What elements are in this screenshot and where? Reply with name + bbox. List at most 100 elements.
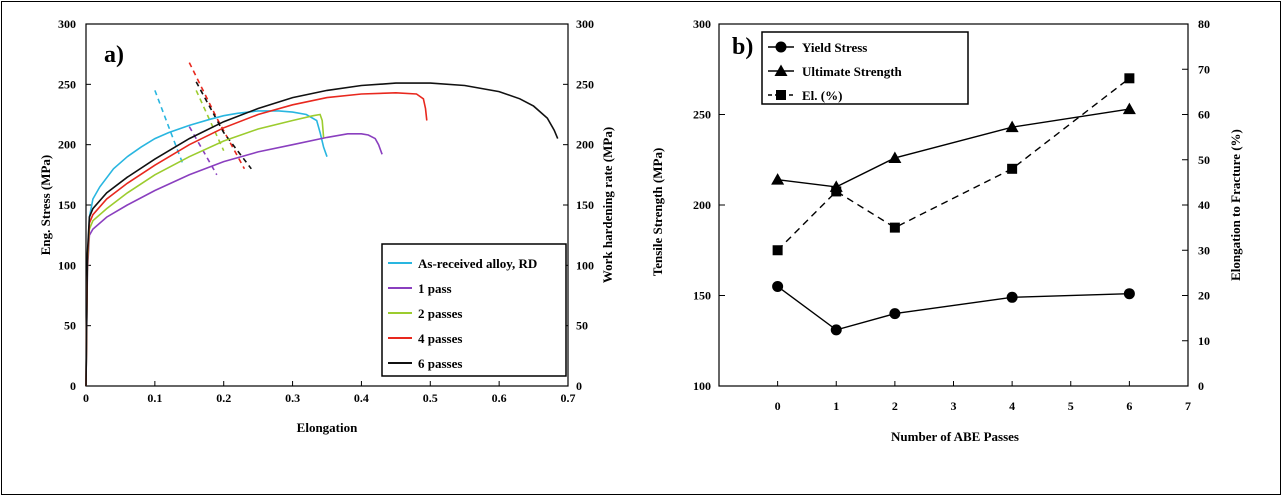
panel-a-curve-4-passes	[85, 91, 428, 387]
panel-b-y2-tick-label: 60	[1198, 108, 1210, 122]
panel-b-point-yield-stress	[830, 324, 842, 336]
panel-b-x-tick-label: 5	[1068, 399, 1074, 413]
panel-b-legend-box	[761, 31, 969, 105]
panel-a-y2-tick-label: 150	[576, 198, 594, 212]
panel-b-x-ticks: 0 1 2 3 4 5 6 7	[775, 381, 1191, 413]
panel-a-y2-tick-label: 100	[576, 258, 594, 272]
panel-a-y2-tick-label: 300	[576, 17, 594, 31]
panel-a-curve-1-pass	[85, 133, 383, 387]
panel-a-legend-label-2-passes: 2 passes	[418, 306, 462, 321]
panel-b-x-tick-label: 6	[1126, 399, 1132, 413]
panel-b-x-tick-label: 7	[1185, 399, 1191, 413]
panel-a-x-axis-label: Elongation	[297, 420, 358, 435]
panel-b-point-ultimate-strength	[1122, 102, 1136, 115]
panel-a-legend: As-received alloy, RD 1 pass 2 passes 4 pas…	[381, 243, 567, 377]
panel-a-y-tick-label: 150	[58, 198, 76, 212]
panel-a-y2-tick-label: 200	[576, 138, 594, 152]
panel-a-y2-tick-label: 50	[576, 319, 588, 333]
panel-a-curve-as-received-alloy-rd	[85, 110, 328, 387]
panel-b-point-el	[889, 222, 900, 233]
panel-b-legend-label-ultimate-strength: Ultimate Strength	[802, 64, 903, 79]
panel-b-y-tick-label: 300	[693, 17, 711, 31]
panel-a-x-tick-label: 0.7	[561, 391, 576, 405]
panel-b-y-axis-label: Tensile Strength (MPa)	[650, 148, 665, 277]
panel-a-x-ticks: 0 0.1 0.2 0.3 0.4 0.5 0.6 0.7	[83, 381, 576, 405]
panel-b-y2-axis-label: Elongation to Fracture (%)	[1228, 129, 1243, 281]
panel-b-y2-tick-label: 10	[1198, 334, 1210, 348]
panel-a-y-tick-label: 250	[58, 77, 76, 91]
panel-b-point-el	[831, 186, 842, 197]
panel-b-legend-label-yield-stress: Yield Stress	[802, 40, 867, 55]
panel-a-hardening-4-passes	[188, 62, 246, 170]
panel-a-x-tick-label: 0	[83, 391, 89, 405]
panel-b-series	[771, 73, 1136, 336]
panel-a-x-tick-label: 0.5	[423, 391, 438, 405]
panel-a-curve-2-passes	[85, 113, 325, 387]
panel-a-hardening-2-passes	[195, 90, 225, 152]
panel-a-legend-label-4-passes: 4 passes	[418, 331, 462, 346]
panel-a-legend-label-as-received-alloy-rd: As-received alloy, RD	[418, 256, 537, 271]
panel-b: 0 1 2 3 4 5 6 7 100 150 200 250 300 0 10 20 30 40 50 60 70…	[650, 17, 1243, 444]
panel-a-y-tick-label: 50	[64, 319, 76, 333]
panel-b-x-tick-label: 4	[1009, 399, 1015, 413]
panel-a-x-tick-label: 0.2	[216, 391, 231, 405]
panel-b-y-tick-label: 200	[693, 198, 711, 212]
panel-a-y2-axis-label: Work hardening rate (MPa)	[600, 127, 615, 283]
panel-b-x-tick-label: 3	[951, 399, 957, 413]
panel-a-x-tick-label: 0.1	[147, 391, 162, 405]
panel-a-y-tick-label: 300	[58, 17, 76, 31]
panel-b-point-yield-stress	[1006, 291, 1018, 303]
panel-b-y-tick-label: 100	[693, 379, 711, 393]
panel-b-legend-marker-yield-stress	[775, 41, 787, 53]
panel-a-legend-box	[381, 243, 567, 377]
panel-a-y-tick-label: 200	[58, 138, 76, 152]
panel-a-y2-tick-label: 0	[576, 379, 582, 393]
panel-b-point-yield-stress	[1123, 288, 1135, 300]
panel-b-point-ultimate-strength	[1005, 120, 1019, 133]
panel-b-legend-marker-el	[776, 90, 786, 100]
panel-b-point-ultimate-strength	[888, 151, 902, 163]
panel-a-stress-curves	[85, 82, 559, 387]
panel-b-y-ticks: 100 150 200 250 300	[693, 17, 725, 393]
panel-a-x-tick-label: 0.4	[354, 391, 369, 405]
panel-b-legend-marker-ultimate-strength	[774, 64, 788, 76]
panel-b-point-ultimate-strength	[771, 173, 785, 185]
panel-b-y2-tick-label: 40	[1198, 198, 1210, 212]
panel-a-x-tick-label: 0.3	[285, 391, 300, 405]
panel-b-x-tick-label: 2	[892, 399, 898, 413]
panel-b-line-ultimate-strength	[777, 108, 1130, 188]
panel-b-y2-tick-label: 80	[1198, 17, 1210, 31]
panel-b-y2-tick-label: 70	[1198, 62, 1210, 76]
panel-b-y2-tick-label: 20	[1198, 289, 1210, 303]
panel-b-y-tick-label: 150	[693, 289, 711, 303]
panel-a-curve-6-passes	[85, 82, 559, 387]
panel-a-y-axis-label: Eng. Stress (MPa)	[38, 155, 53, 256]
panel-b-x-tick-label: 1	[833, 399, 839, 413]
panel-b-point-yield-stress	[772, 280, 784, 292]
panel-b-y2-ticks: 0 10 20 30 40 50 60 70 80	[1182, 17, 1210, 393]
panel-a-y-ticks: 0 50 100 150 200 250 300	[58, 17, 91, 393]
panel-b-x-tick-label: 0	[775, 399, 781, 413]
panel-a-legend-label-6-passes: 6 passes	[418, 356, 462, 371]
panel-b-legend: Yield Stress Ultimate Strength El. (%)	[761, 31, 969, 105]
panel-a: 0 0.1 0.2 0.3 0.4 0.5 0.6 0.7 0 50 100 150 200 250 30…	[38, 17, 615, 435]
panel-b-label: b)	[732, 34, 753, 60]
panel-a-label: a)	[104, 42, 124, 68]
panel-a-x-tick-label: 0.6	[492, 391, 507, 405]
panel-b-x-axis-label: Number of ABE Passes	[891, 429, 1019, 444]
panel-a-y2-ticks: 0 50 100 150 200 250 300	[563, 17, 594, 393]
panel-b-point-el	[1124, 73, 1135, 84]
panel-b-y2-tick-label: 50	[1198, 153, 1210, 167]
panel-b-point-el	[1007, 163, 1018, 174]
panel-b-y2-tick-label: 0	[1198, 379, 1204, 393]
panel-b-line-yield-stress	[777, 285, 1130, 331]
panel-b-point-yield-stress	[889, 308, 901, 320]
panel-b-legend-label-el: El. (%)	[802, 88, 842, 103]
panel-a-y-tick-label: 0	[70, 379, 76, 393]
panel-a-legend-label-1-pass: 1 pass	[418, 281, 452, 296]
panel-a-y-tick-label: 100	[58, 258, 76, 272]
panel-a-y2-tick-label: 250	[576, 77, 594, 91]
panel-b-point-el	[772, 245, 783, 256]
